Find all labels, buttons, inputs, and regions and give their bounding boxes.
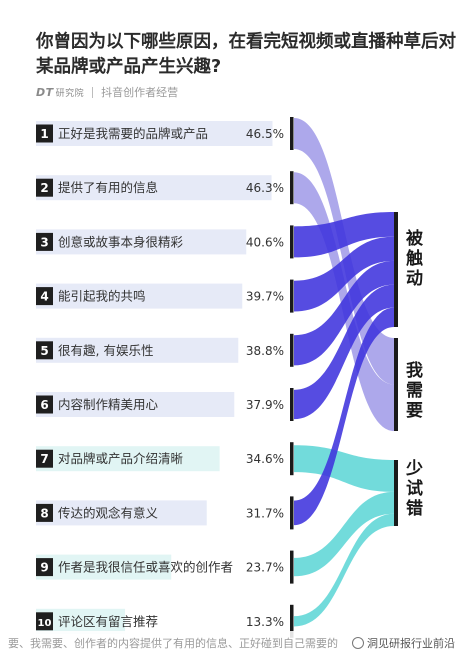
reason-value-9: 23.7% (246, 561, 284, 575)
reason-label-4: 能引起我的共鸣 (58, 289, 146, 304)
node-label-triggered-0: 被 (406, 228, 423, 249)
reason-label-10: 评论区有留言推荐 (58, 614, 158, 629)
reason-label-9: 作者是我很信任或喜欢的创作者 (58, 560, 233, 575)
flow-ribbon-6 (294, 284, 394, 420)
source-divider (92, 86, 94, 98)
node-label-need-1: 需 (406, 381, 423, 401)
rank-box-8 (36, 503, 53, 522)
flow-ribbon-9 (294, 491, 394, 577)
rank-box-5 (36, 341, 53, 360)
row-bracket-9 (290, 550, 294, 584)
rank-number-1: 1 (40, 127, 48, 141)
row-bracket-2 (290, 171, 294, 205)
rank-box-1 (36, 124, 53, 143)
reason-bar-7 (36, 446, 220, 472)
brand-logo: DT 研究院 (36, 86, 84, 99)
reason-bar-9 (36, 554, 172, 580)
row-bracket-8 (290, 496, 294, 530)
node-label-try-0: 少 (405, 459, 423, 479)
rank-box-7 (36, 449, 53, 468)
rank-box-4 (36, 287, 53, 306)
node-label-try-1: 试 (406, 479, 423, 499)
reason-value-8: 31.7% (246, 506, 284, 520)
rank-number-2: 2 (40, 181, 48, 195)
rank-box-10 (36, 612, 53, 631)
row-layer: 1 正好是我需要的品牌或产品 46.5% 2 提供了有用的信息 46.3% 3 创意或故事本身… (36, 117, 294, 638)
node-label-need-2: 要 (406, 401, 423, 421)
row-bracket-6 (290, 388, 294, 421)
reason-value-3: 40.6% (246, 235, 284, 249)
reason-value-10: 13.3% (246, 615, 284, 629)
flow-ribbon-8 (294, 307, 394, 526)
reason-bar-8 (36, 500, 207, 526)
rank-number-8: 8 (40, 506, 48, 520)
reason-bar-4 (36, 283, 243, 309)
rank-number-3: 3 (40, 235, 48, 249)
rank-box-3 (36, 232, 53, 251)
brand-sub: 研究院 (55, 88, 85, 99)
reason-label-1: 正好是我需要的品牌或产品 (58, 126, 208, 141)
chart-title: 你曾因为以下哪些原因，在看完短视频或直播种草后对某品牌或产品产生兴趣? (36, 32, 456, 77)
flow-ribbon-4 (294, 236, 394, 312)
node-label-try-2: 错 (406, 498, 423, 519)
node-label-triggered-2: 动 (406, 269, 423, 289)
rank-box-2 (36, 178, 53, 197)
rank-number-5: 5 (40, 344, 48, 358)
reason-label-2: 提供了有用的信息 (58, 180, 158, 195)
wechat-icon (352, 637, 364, 649)
flow-layer (294, 118, 394, 627)
row-bracket-1 (290, 117, 294, 150)
rank-number-6: 6 (40, 398, 48, 412)
row-bracket-7 (290, 442, 294, 476)
reason-label-8: 传达的观念有意义 (58, 505, 159, 520)
flow-ribbon-5 (294, 260, 394, 366)
reason-value-7: 34.6% (246, 452, 284, 466)
flow-ribbon-7 (294, 445, 394, 492)
reason-bar-1 (36, 121, 273, 146)
row-bracket-5 (290, 333, 294, 367)
reason-bar-3 (36, 229, 247, 255)
reason-value-1: 46.5% (246, 127, 284, 141)
source-line: DT 研究院 抖音创作者经营 (36, 84, 178, 100)
brand-name: DT (36, 85, 54, 99)
rank-box-9 (36, 558, 53, 577)
reason-value-4: 39.7% (246, 290, 284, 304)
watermark-text: 洞见研报行业前沿 (367, 637, 455, 650)
flow-ribbon-3 (294, 212, 394, 258)
footer-text: 要、我需要、创作者的内容提供了有用的信息、正好碰到自己需要的商品、 (8, 637, 338, 650)
watermark: 洞见研报行业前沿 (352, 635, 455, 651)
reason-bar-2 (36, 175, 272, 201)
reason-value-6: 37.9% (246, 398, 284, 412)
node-bar-need (394, 338, 398, 431)
row-bracket-4 (290, 279, 294, 313)
rank-box-6 (36, 395, 53, 414)
reason-value-5: 38.8% (246, 344, 284, 358)
flow-ribbon-10 (294, 513, 394, 627)
reason-value-2: 46.3% (246, 181, 284, 195)
reason-bar-6 (36, 392, 235, 417)
node-bar-try (394, 460, 398, 526)
row-bracket-3 (290, 225, 294, 259)
reason-label-7: 对品牌或产品介绍清晰 (58, 451, 183, 466)
row-bracket-10 (290, 604, 294, 638)
node-label-triggered-1: 触 (405, 248, 423, 269)
reason-bar-5 (36, 337, 239, 363)
reason-label-5: 很有趣, 有娱乐性 (58, 343, 153, 358)
reason-label-3: 创意或故事本身很精彩 (58, 234, 184, 249)
reason-label-6: 内容制作精美用心 (58, 397, 159, 412)
rank-number-7: 7 (40, 452, 48, 466)
rank-number-4: 4 (40, 290, 48, 304)
rank-number-10: 10 (38, 618, 52, 629)
node-bar-triggered (394, 212, 398, 327)
footer-caption: 要、我需要、创作者的内容提供了有用的信息、正好碰到自己需要的商品、 洞见研报行业… (0, 631, 465, 655)
node-label-need-0: 我 (406, 361, 423, 381)
publisher-name: 抖音创作者经营 (101, 86, 179, 99)
rank-number-9: 9 (40, 561, 48, 575)
